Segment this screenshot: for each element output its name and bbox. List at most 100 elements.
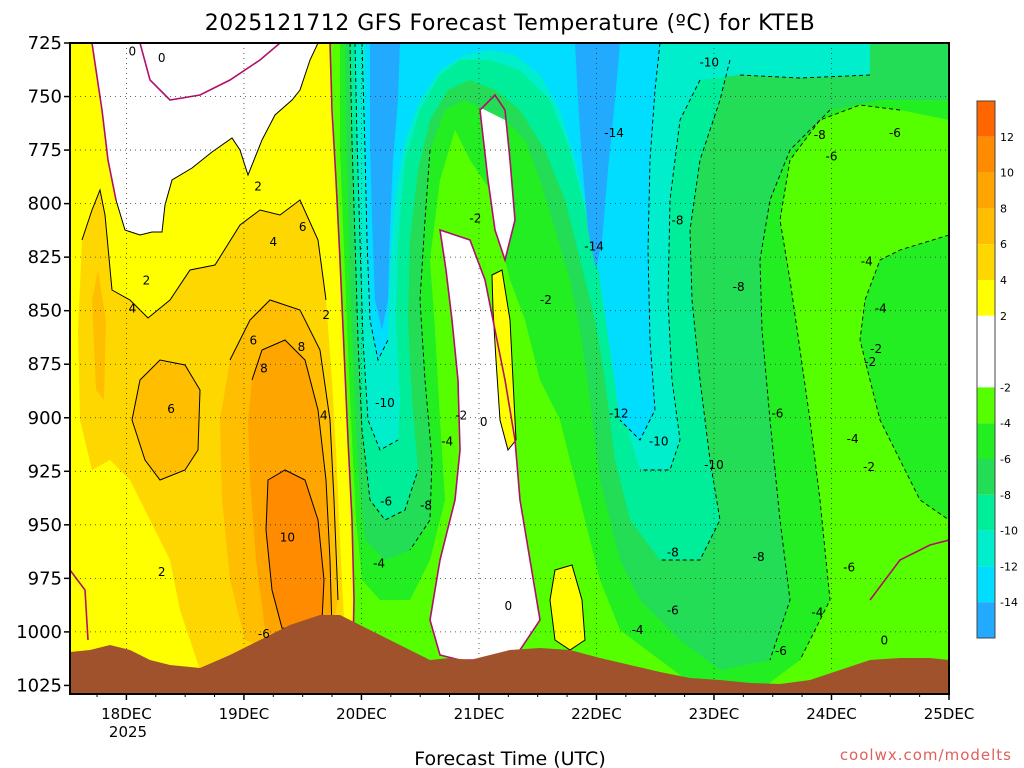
- x-tick-label: 18DEC: [101, 705, 152, 723]
- contour-label: -8: [753, 550, 765, 564]
- contour-label: -8: [733, 280, 745, 294]
- colorbar-tick-label: -4: [1000, 417, 1011, 430]
- contour-label: -14: [604, 126, 624, 140]
- colorbar-band: [977, 459, 995, 495]
- colorbar-tick-label: 8: [1000, 202, 1007, 215]
- colorbar-band: [977, 280, 995, 316]
- x-axis: 18DEC 19DEC 20DEC 21DEC 22DEC 23DEC 24DEC 25DEC: [96, 694, 975, 723]
- x-tick-label: 21DEC: [454, 705, 505, 723]
- plot-area: [70, 43, 949, 694]
- x-year-label: 2025: [109, 723, 147, 741]
- credit-text: coolwx.com/modelts: [840, 746, 1012, 764]
- y-tick-label: 750: [28, 87, 62, 108]
- contour-label: -10: [649, 434, 669, 448]
- contour-label: 4: [128, 302, 136, 316]
- colorbar-tick-label: 2: [1000, 310, 1007, 323]
- colorbar-tick-label: -6: [1000, 453, 1011, 466]
- contour-label: 0: [480, 415, 488, 429]
- contour-label: -4: [373, 556, 385, 570]
- colorbar-band: [977, 208, 995, 245]
- colorbar-tick-label: -2: [1000, 381, 1011, 394]
- colorbar-band: [977, 566, 995, 603]
- contour-label: -4: [861, 254, 873, 268]
- contour-label: 4: [320, 409, 328, 423]
- contour-label: 6: [299, 220, 307, 234]
- contour-label: 0: [158, 51, 166, 65]
- y-tick-label: 875: [28, 354, 62, 375]
- chart-title: 2025121712 GFS Forecast Temperature (ºC)…: [205, 11, 815, 36]
- y-tick-label: 1000: [16, 622, 62, 643]
- contour-label: -6: [667, 603, 679, 617]
- contour-label: 0: [881, 633, 889, 647]
- colorbar-tick-label: -14: [1000, 596, 1018, 609]
- contour-label: -2: [469, 212, 481, 226]
- contour-label: 2: [254, 179, 262, 193]
- contour-label: -2: [864, 355, 876, 369]
- plot-frame: [69, 42, 950, 695]
- contour-label: -10: [704, 458, 724, 472]
- contour-label: -6: [258, 627, 270, 641]
- contour-label: -6: [826, 149, 838, 163]
- y-tick-label: 900: [28, 408, 62, 429]
- y-tick-label: 825: [28, 247, 62, 268]
- region-cold-blue: [370, 43, 620, 330]
- contour-label: -2: [863, 460, 875, 474]
- contour-label: -2: [870, 342, 882, 356]
- colorbar-band: [977, 101, 995, 137]
- colorbar-band: [977, 172, 995, 209]
- colorbar-tick-label: 6: [1000, 238, 1007, 251]
- y-tick-label: 925: [28, 461, 62, 482]
- contour-label: -8: [672, 214, 684, 228]
- x-tick-label: 24DEC: [806, 705, 857, 723]
- y-tick-label: 775: [28, 140, 62, 161]
- colorbar-tick-label: -12: [1000, 560, 1018, 573]
- contour-label: 10: [280, 531, 295, 545]
- x-tick-label: 25DEC: [924, 705, 975, 723]
- colorbar-band: [977, 244, 995, 280]
- contour-label: -4: [441, 434, 453, 448]
- x-tick-label: 23DEC: [689, 705, 740, 723]
- contour-label: -6: [889, 126, 901, 140]
- colorbar-tick-label: 12: [1000, 131, 1014, 144]
- colorbar-band: [977, 494, 995, 531]
- contour-label: 0: [505, 599, 513, 613]
- y-tick-label: 950: [28, 515, 62, 536]
- contour-label: -4: [632, 623, 644, 637]
- x-tick-label: 19DEC: [219, 705, 270, 723]
- contour-label: 2: [143, 274, 151, 288]
- contour-label: -6: [771, 406, 783, 420]
- region-neutral-mid-yellow: [492, 270, 585, 650]
- contour-label: -4: [875, 302, 887, 316]
- contour-label: 0: [128, 45, 136, 59]
- colorbar-tick-label: 10: [1000, 167, 1014, 180]
- contour-label: 4: [269, 235, 277, 249]
- y-tick-label: 975: [28, 568, 62, 589]
- y-tick-label: 850: [28, 301, 62, 322]
- x-tick-label: 20DEC: [336, 705, 387, 723]
- contour-label: -8: [667, 546, 679, 560]
- contour-label: -10: [375, 396, 395, 410]
- colorbar: 12 10 8 6 4 2 -2 -4 -6 -8 -10 -12 -14: [976, 100, 1018, 639]
- colorbar-tick-label: 4: [1000, 274, 1007, 287]
- colorbar-band: [977, 423, 995, 459]
- contour-label: 2: [322, 308, 330, 322]
- x-tick-label: 22DEC: [571, 705, 622, 723]
- contour-label: -10: [699, 55, 719, 69]
- contour-label: 8: [260, 362, 268, 376]
- contour-label: -12: [609, 406, 629, 420]
- colorbar-band: [977, 530, 995, 567]
- contour-label: -6: [843, 561, 855, 575]
- contour-label: 6: [250, 334, 258, 348]
- terrain: [70, 615, 949, 694]
- y-axis: 725 750 775 800 825 850 875 900 925 950 975 1000 102…: [16, 33, 70, 696]
- contour-label: -2: [455, 409, 467, 423]
- contour-label: 2: [158, 565, 166, 579]
- contour-label: -8: [420, 499, 432, 513]
- contour-label: -4: [811, 606, 823, 620]
- contour-label: -8: [814, 128, 826, 142]
- contour-label: 8: [298, 340, 306, 354]
- colorbar-tick-label: -8: [1000, 489, 1011, 502]
- region-warm-deep-orange: [266, 470, 324, 630]
- contour-label: 6: [167, 402, 175, 416]
